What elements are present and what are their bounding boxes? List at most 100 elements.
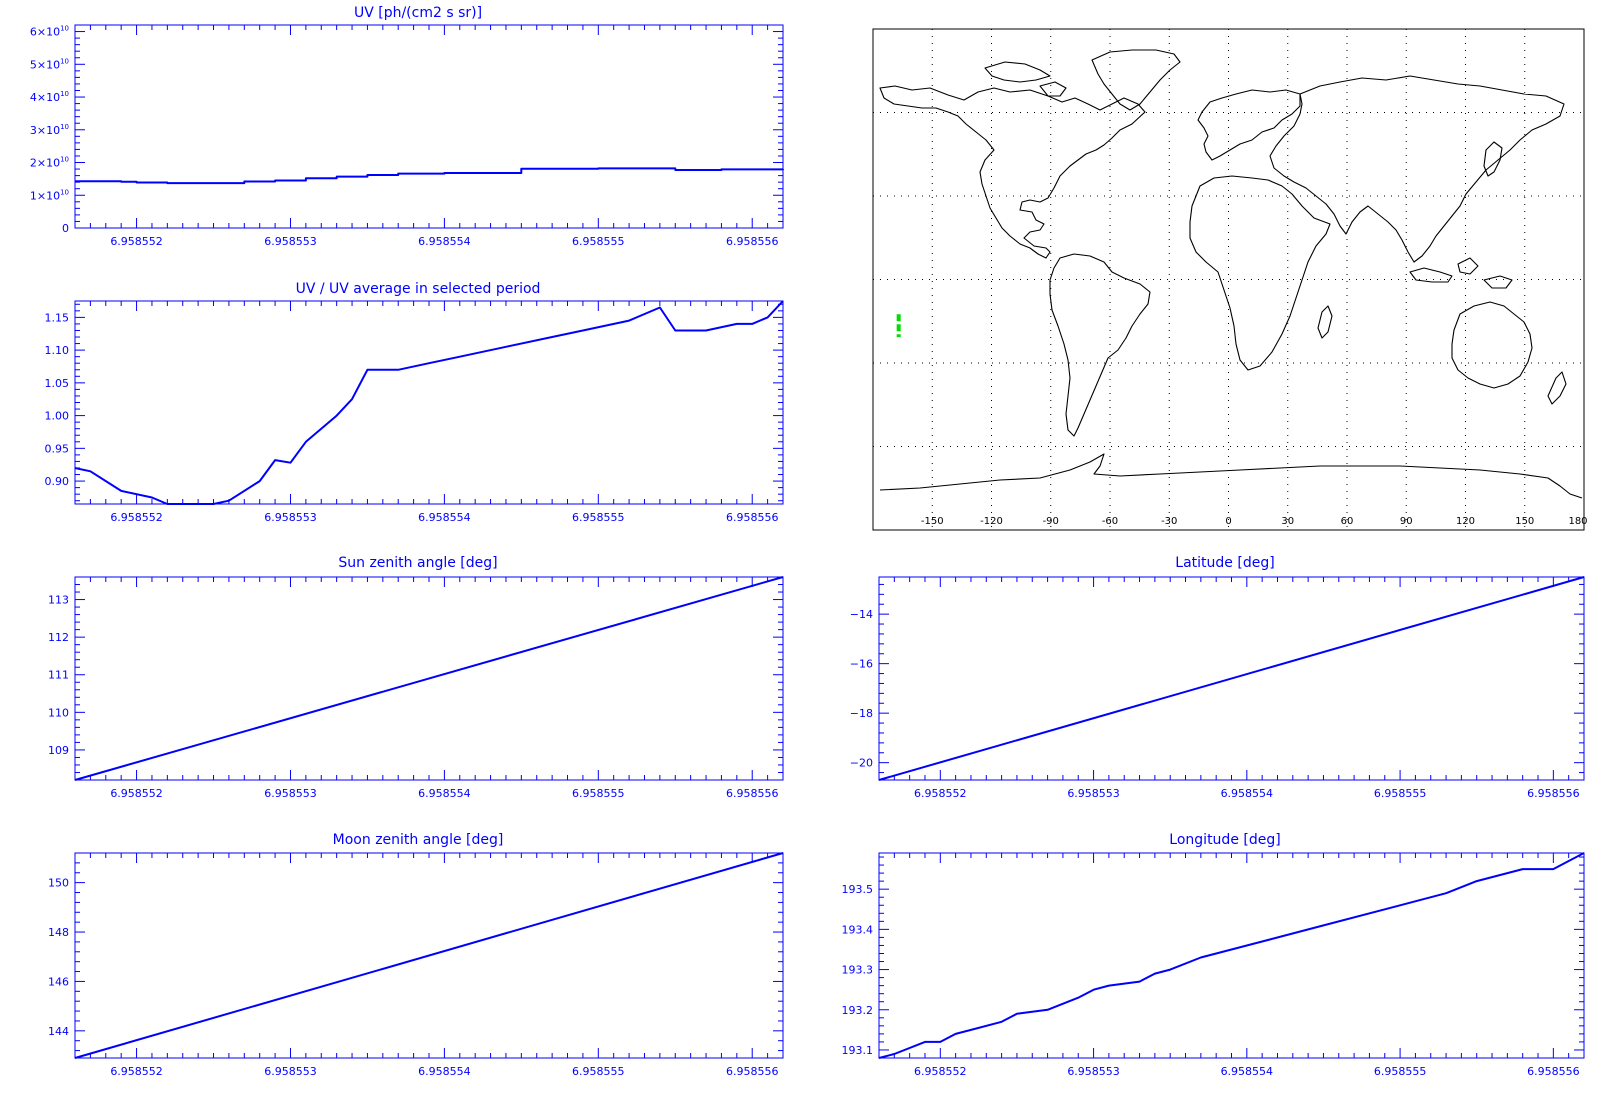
sun-zenith-x-tick-label: 6.958552 bbox=[110, 787, 163, 800]
latitude-y-tick-label: −20 bbox=[850, 757, 873, 770]
sun-zenith-y-tick-label: 111 bbox=[48, 669, 69, 682]
uv-ratio-x-tick-label: 6.958555 bbox=[572, 511, 625, 524]
south-america-outline bbox=[1049, 253, 1151, 437]
moon-zenith-panel: Moon zenith angle [deg] 6.958552 6.958553… bbox=[48, 832, 784, 1078]
arctic-islands-outline bbox=[984, 61, 1067, 97]
africa-outline bbox=[1189, 175, 1331, 371]
longitude-series-line bbox=[878, 852, 1585, 1059]
longitude-x-tick-label: 6.958552 bbox=[914, 1065, 967, 1078]
uv-x-tick-label: 6.958556 bbox=[726, 235, 779, 248]
moon-zenith-y-tick-label: 146 bbox=[48, 975, 69, 988]
uv-y-tick-label: 1×1010 bbox=[30, 188, 69, 202]
longitude-x-tick-label: 6.958553 bbox=[1067, 1065, 1120, 1078]
europe-outline bbox=[1197, 89, 1301, 161]
uv-plot-frame bbox=[74, 24, 784, 229]
uv-y-tick-label: 2×1010 bbox=[30, 156, 69, 170]
uv-x-tick-label: 6.958553 bbox=[264, 235, 317, 248]
sun-zenith-y-tick-label: 113 bbox=[48, 594, 69, 607]
map-lon-tick-label: 0 bbox=[1225, 516, 1231, 527]
sun-zenith-panel-title: Sun zenith angle [deg] bbox=[338, 555, 497, 571]
world-map-panel: -150 -120 -90 -60 -30 0 30 60 90 120 150 180 bbox=[872, 28, 1588, 531]
map-lon-tick-label: -150 bbox=[921, 516, 944, 527]
longitude-x-tick-label: 6.958555 bbox=[1374, 1065, 1427, 1078]
uv-y-tick-label: 5×1010 bbox=[30, 57, 69, 71]
sun-zenith-series-line bbox=[74, 576, 784, 781]
japan-outline bbox=[1483, 141, 1503, 177]
asia-outline bbox=[1269, 75, 1565, 263]
map-lon-tick-label: 90 bbox=[1400, 516, 1413, 527]
uv-ratio-y-tick-label: 0.90 bbox=[45, 475, 70, 488]
map-lon-tick-label: -30 bbox=[1161, 516, 1177, 527]
map-lon-tick-label: 30 bbox=[1281, 516, 1294, 527]
uv-y-tick-label: 3×1010 bbox=[30, 123, 69, 137]
uv-y-tick-label: 0 bbox=[62, 222, 69, 235]
latitude-x-tick-label: 6.958556 bbox=[1527, 787, 1580, 800]
map-frame bbox=[872, 28, 1585, 531]
uv-x-tick-label: 6.958554 bbox=[418, 235, 471, 248]
map-lon-tick-label: 120 bbox=[1456, 516, 1475, 527]
indonesia-outline bbox=[1409, 257, 1513, 289]
moon-zenith-x-tick-label: 6.958552 bbox=[110, 1065, 163, 1078]
uv-ratio-y-tick-label: 1.10 bbox=[45, 344, 70, 357]
sun-zenith-panel: Sun zenith angle [deg] 6.958552 6.958553 6… bbox=[48, 555, 784, 800]
antarctica-outline bbox=[879, 453, 1583, 499]
moon-zenith-panel-title: Moon zenith angle [deg] bbox=[333, 832, 504, 848]
latitude-panel: Latitude [deg] 6.958552 6.958553 6.958554 6… bbox=[850, 555, 1585, 800]
uv-panel: UV [ph/(cm2 s sr)] 6.958552 6.958553 6.958… bbox=[30, 5, 784, 248]
uv-y-tick-label: 4×1010 bbox=[30, 90, 69, 104]
sun-zenith-x-tick-label: 6.958555 bbox=[572, 787, 625, 800]
sun-zenith-x-tick-label: 6.958556 bbox=[726, 787, 779, 800]
new-zealand-outline bbox=[1547, 371, 1567, 405]
uv-ratio-x-tick-label: 6.958556 bbox=[726, 511, 779, 524]
map-lon-tick-label: -90 bbox=[1043, 516, 1059, 527]
longitude-y-tick-label: 193.4 bbox=[842, 923, 874, 936]
latitude-y-tick-label: −18 bbox=[850, 707, 873, 720]
uv-ratio-x-tick-label: 6.958554 bbox=[418, 511, 471, 524]
map-lon-tick-label: -60 bbox=[1102, 516, 1118, 527]
map-lon-tick-label: -120 bbox=[980, 516, 1003, 527]
latitude-y-tick-label: −14 bbox=[850, 608, 873, 621]
uv-y-tick-label: 6×1010 bbox=[30, 25, 69, 39]
longitude-panel: Longitude [deg] 6.958552 6.958553 6.958554… bbox=[842, 832, 1585, 1078]
moon-zenith-x-tick-label: 6.958553 bbox=[264, 1065, 317, 1078]
map-coastlines bbox=[879, 49, 1583, 499]
north-america-outline bbox=[879, 85, 1146, 259]
longitude-x-tick-label: 6.958554 bbox=[1221, 1065, 1274, 1078]
latitude-x-tick-label: 6.958554 bbox=[1221, 787, 1274, 800]
uv-x-tick-label: 6.958552 bbox=[110, 235, 163, 248]
uv-x-tick-label: 6.958555 bbox=[572, 235, 625, 248]
uv-ratio-panel-title: UV / UV average in selected period bbox=[296, 281, 541, 297]
uv-series-line bbox=[75, 167, 784, 185]
sun-zenith-x-tick-label: 6.958553 bbox=[264, 787, 317, 800]
uv-panel-title: UV [ph/(cm2 s sr)] bbox=[354, 5, 482, 21]
sun-zenith-x-tick-label: 6.958554 bbox=[418, 787, 471, 800]
latitude-series-line bbox=[878, 576, 1585, 781]
latitude-x-tick-label: 6.958552 bbox=[914, 787, 967, 800]
moon-zenith-y-tick-label: 150 bbox=[48, 877, 69, 890]
moon-zenith-series-line bbox=[74, 852, 784, 1059]
uv-ratio-y-tick-label: 1.05 bbox=[45, 377, 70, 390]
sun-zenith-y-tick-label: 109 bbox=[48, 744, 69, 757]
map-longitude-labels: -150 -120 -90 -60 -30 0 30 60 90 120 150 180 bbox=[921, 516, 1588, 527]
longitude-y-tick-label: 193.3 bbox=[842, 964, 874, 977]
latitude-y-tick-label: −16 bbox=[850, 658, 873, 671]
longitude-y-tick-label: 193.5 bbox=[842, 883, 874, 896]
australia-outline bbox=[1451, 301, 1533, 389]
moon-zenith-x-tick-label: 6.958556 bbox=[726, 1065, 779, 1078]
longitude-x-tick-label: 6.958556 bbox=[1527, 1065, 1580, 1078]
madagascar-outline bbox=[1317, 305, 1333, 339]
longitude-y-tick-label: 193.1 bbox=[842, 1044, 874, 1057]
moon-zenith-y-tick-label: 144 bbox=[48, 1025, 69, 1038]
uv-ratio-x-tick-label: 6.958553 bbox=[264, 511, 317, 524]
moon-zenith-y-tick-label: 148 bbox=[48, 926, 69, 939]
moon-zenith-x-tick-label: 6.958554 bbox=[418, 1065, 471, 1078]
uv-ratio-series-line bbox=[74, 300, 784, 505]
latitude-x-tick-label: 6.958553 bbox=[1067, 787, 1120, 800]
uv-ratio-y-tick-label: 0.95 bbox=[45, 442, 70, 455]
sun-zenith-y-tick-label: 112 bbox=[48, 631, 69, 644]
uv-ratio-x-tick-label: 6.958552 bbox=[110, 511, 163, 524]
map-lon-tick-label: 180 bbox=[1568, 516, 1587, 527]
sun-zenith-y-tick-label: 110 bbox=[48, 706, 69, 719]
longitude-panel-title: Longitude [deg] bbox=[1169, 832, 1280, 848]
